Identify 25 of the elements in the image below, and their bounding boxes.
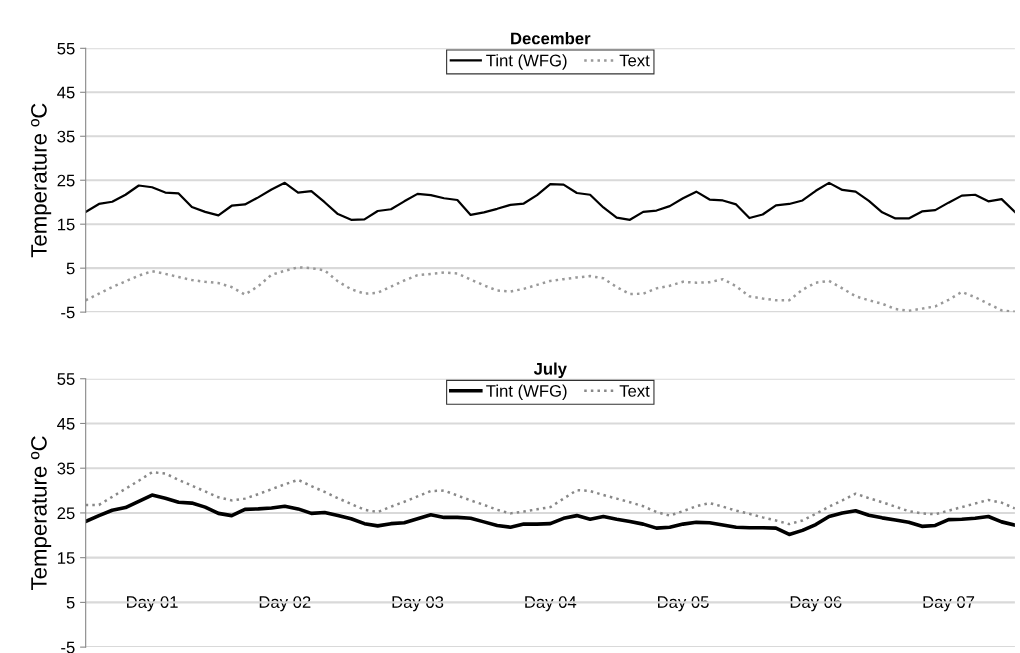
legend-label: Text bbox=[619, 385, 650, 397]
y-tick-label: 25 bbox=[57, 174, 75, 187]
y-tick-label: -5 bbox=[61, 641, 75, 653]
y-tick-label: 15 bbox=[58, 218, 75, 231]
line-series bbox=[85, 493, 1015, 537]
y-tick-label: 25 bbox=[57, 507, 75, 520]
y-tick-label: 55 bbox=[57, 373, 75, 385]
y-axis-title: Temperature ºC bbox=[31, 436, 52, 590]
y-tick-label: 55 bbox=[57, 42, 75, 55]
legend-label: Text bbox=[619, 54, 650, 67]
line-series bbox=[85, 181, 1015, 221]
y-tick-label: 35 bbox=[57, 462, 75, 475]
legend-label: Tint (WFG) bbox=[486, 384, 567, 401]
line-series bbox=[85, 266, 1015, 313]
legend-label: Tint (WFG) bbox=[486, 54, 567, 70]
y-tick-label: -5 bbox=[61, 306, 75, 319]
y-axis-title: Temperature ºC bbox=[31, 103, 52, 258]
y-tick-label: 45 bbox=[57, 418, 75, 430]
y-tick-label: 35 bbox=[57, 130, 75, 143]
chart-title: December bbox=[511, 32, 591, 45]
y-tick-label: 45 bbox=[57, 86, 75, 99]
y-tick-label: 5 bbox=[66, 596, 75, 609]
chart-title: July bbox=[533, 362, 567, 379]
y-tick-label: 5 bbox=[66, 262, 75, 275]
y-tick-label: 15 bbox=[58, 552, 75, 564]
